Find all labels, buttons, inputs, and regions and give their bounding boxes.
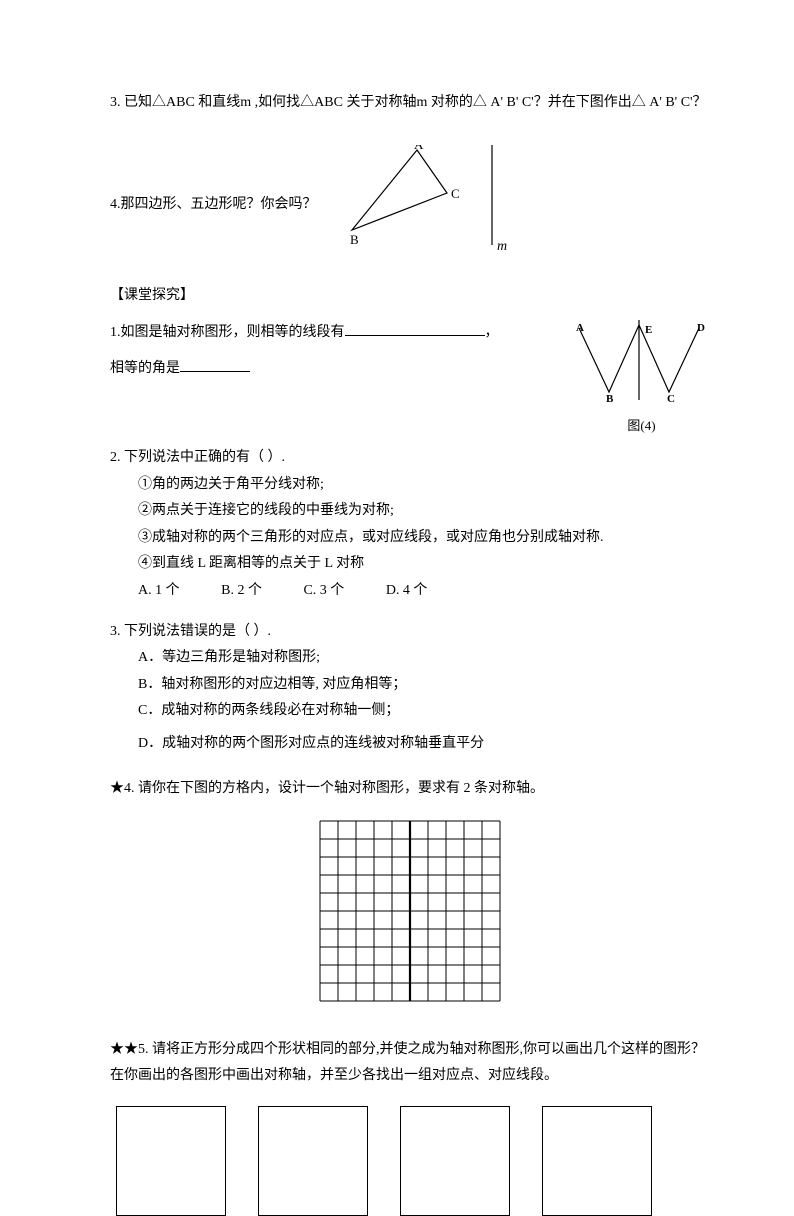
svg-text:B: B <box>606 393 614 402</box>
cq2-optB[interactable]: B. 2 个 <box>221 578 262 605</box>
cq2-s2: ②两点关于连接它的线段的中垂线为对称; <box>110 498 709 525</box>
svg-text:A: A <box>576 322 584 334</box>
cq5-line1: ★★5. 请将正方形分成四个形状相同的部分,并使之成为轴对称图形,你可以画出几个… <box>110 1037 709 1064</box>
svg-text:D: D <box>697 322 705 334</box>
cq3-sB[interactable]: B．轴对称图形的对应边相等, 对应角相等； <box>110 672 709 699</box>
blank-short[interactable] <box>180 358 250 372</box>
answer-square[interactable] <box>400 1106 510 1216</box>
cq4-text: ★4. 请你在下图的方格内，设计一个轴对称图形，要求有 2 条对称轴。 <box>110 776 709 803</box>
triangle-svg: A B C m <box>347 145 527 255</box>
svg-text:C: C <box>667 393 675 402</box>
svg-text:C: C <box>451 186 460 201</box>
class-q1-text: 1.如图是轴对称图形，则相等的线段有 ， 相等的角是 <box>110 320 566 383</box>
figure-4: A E D B C 图(4) <box>574 320 709 439</box>
cq2-optD[interactable]: D. 4 个 <box>386 578 428 605</box>
class-q5: ★★5. 请将正方形分成四个形状相同的部分,并使之成为轴对称图形,你可以画出几个… <box>110 1037 709 1216</box>
cq2-optC[interactable]: C. 3 个 <box>303 578 344 605</box>
question-4-row: 4.那四边形、五边形呢？你会吗？ A B C m <box>110 145 709 266</box>
question-3: 3. 已知△ABC 和直线m ,如何找△ABC 关于对称轴m 对称的△ A' B… <box>110 90 709 117</box>
blank-long[interactable] <box>345 322 485 336</box>
figure-4-svg: A E D B C <box>574 320 709 402</box>
triangle-figure: A B C m <box>347 145 527 266</box>
squares-row <box>110 1106 709 1216</box>
class-q1-row: 1.如图是轴对称图形，则相等的线段有 ， 相等的角是 A E D B C 图(4) <box>110 320 709 439</box>
class-q2: 2. 下列说法中正确的有（ ）. ①角的两边关于角平分线对称; ②两点关于连接它… <box>110 445 709 605</box>
answer-square[interactable] <box>542 1106 652 1216</box>
question-3-text: 3. 已知△ABC 和直线m ,如何找△ABC 关于对称轴m 对称的△ A' B… <box>110 95 707 110</box>
class-q4: ★4. 请你在下图的方格内，设计一个轴对称图形，要求有 2 条对称轴。 <box>110 776 709 1013</box>
figure-4-caption: 图(4) <box>574 414 709 439</box>
cq2-optA[interactable]: A. 1 个 <box>138 578 180 605</box>
cq3-stem: 3. 下列说法错误的是（ ）. <box>110 619 709 646</box>
cq1-line1-pre: 1.如图是轴对称图形，则相等的线段有 <box>110 325 345 340</box>
grid-svg[interactable] <box>319 820 501 1002</box>
cq2-s4: ④到直线 L 距离相等的点关于 L 对称 <box>110 551 709 578</box>
answer-square[interactable] <box>258 1106 368 1216</box>
cq2-options: A. 1 个 B. 2 个 C. 3 个 D. 4 个 <box>110 578 709 605</box>
svg-text:E: E <box>645 324 652 336</box>
grid-wrap <box>110 820 709 1013</box>
cq1-line2-pre: 相等的角是 <box>110 361 180 376</box>
cq2-stem: 2. 下列说法中正确的有（ ）. <box>110 445 709 472</box>
cq2-s3: ③成轴对称的两个三角形的对应点，或对应线段，或对应角也分别成轴对称. <box>110 525 709 552</box>
svg-text:B: B <box>350 232 359 247</box>
cq1-line1-post: ， <box>485 325 499 340</box>
cq2-s1: ①角的两边关于角平分线对称; <box>110 472 709 499</box>
section-header: 【课堂探究】 <box>110 283 709 310</box>
question-4-text: 4.那四边形、五边形呢？你会吗？ <box>110 192 317 219</box>
answer-square[interactable] <box>116 1106 226 1216</box>
cq3-sD[interactable]: D．成轴对称的两个图形对应点的连线被对称轴垂直平分 <box>110 731 709 758</box>
class-q3: 3. 下列说法错误的是（ ）. A．等边三角形是轴对称图形; B．轴对称图形的对… <box>110 619 709 758</box>
cq5-line2: 在你画出的各图形中画出对称轴，并至少各找出一组对应点、对应线段。 <box>110 1063 709 1090</box>
cq3-sC[interactable]: C．成轴对称的两条线段必在对称轴一侧； <box>110 698 709 725</box>
svg-text:m: m <box>497 239 507 254</box>
svg-text:A: A <box>414 145 424 152</box>
cq3-sA[interactable]: A．等边三角形是轴对称图形; <box>110 645 709 672</box>
